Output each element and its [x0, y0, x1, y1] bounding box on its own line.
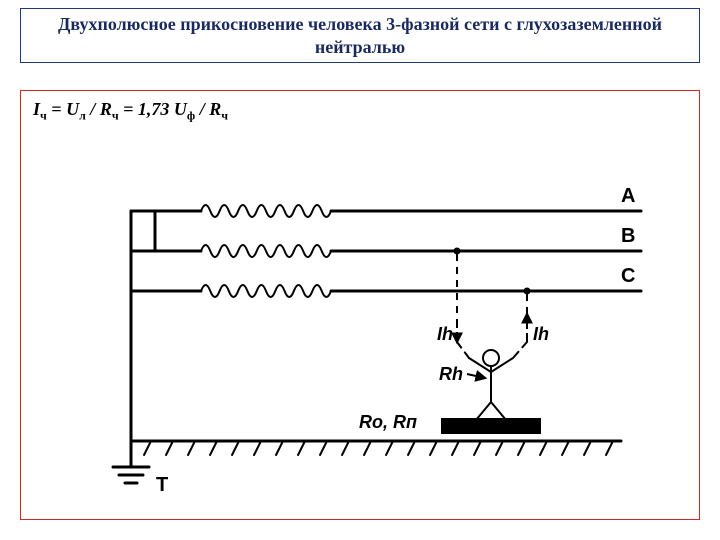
formula-U2: U — [174, 99, 187, 119]
svg-text:C: C — [621, 265, 635, 287]
formula-U2-sub: ф — [187, 109, 195, 123]
formula-eq2: = 1,73 — [119, 99, 174, 119]
svg-text:Ih: Ih — [437, 324, 453, 344]
svg-text:T: T — [156, 474, 168, 496]
formula-eq1: = — [47, 99, 66, 119]
formula-slash2: / — [195, 99, 209, 119]
formula-slash1: / — [86, 99, 100, 119]
formula-R2: R — [209, 99, 221, 119]
svg-text:Ih: Ih — [533, 324, 549, 344]
formula-I: I — [33, 99, 40, 119]
formula-R1-sub: ч — [112, 109, 119, 123]
svg-text:B: B — [621, 225, 635, 247]
svg-text:Rh: Rh — [439, 364, 463, 384]
circuit-diagram: ABC T Ro, Rп Ih Ih Rh — [61, 146, 661, 506]
formula: Iч = Uл / Rч = 1,73 Uф / Rч — [33, 99, 228, 124]
formula-U1: U — [66, 99, 79, 119]
formula-R1: R — [100, 99, 112, 119]
formula-U1-sub: л — [79, 109, 86, 123]
formula-R2-sub: ч — [221, 109, 228, 123]
formula-I-sub: ч — [40, 109, 47, 123]
svg-text:Ro, Rп: Ro, Rп — [359, 412, 417, 432]
page-title: Двухполюсное прикосновение человека 3-фа… — [20, 8, 700, 63]
figure-panel: Iч = Uл / Rч = 1,73 Uф / Rч ABC T Ro, Rп Ih… — [20, 90, 700, 520]
svg-text:A: A — [621, 185, 635, 207]
